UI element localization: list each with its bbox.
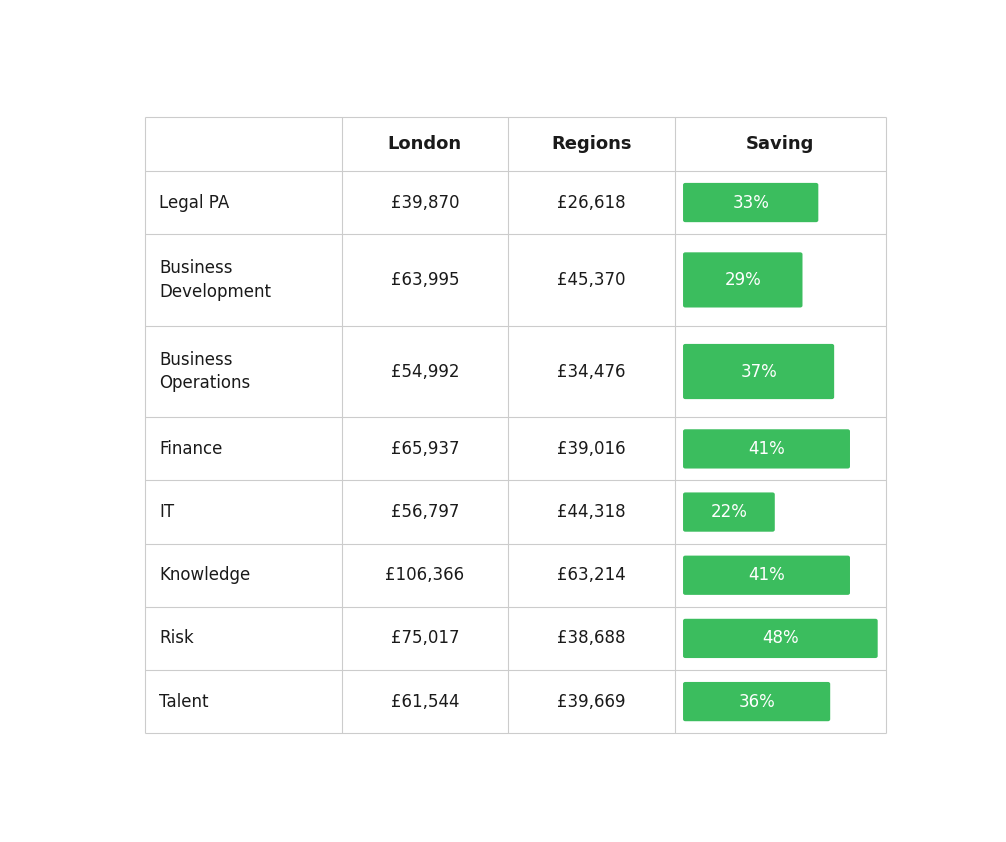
- FancyBboxPatch shape: [683, 253, 803, 307]
- Text: Business
Development: Business Development: [159, 259, 271, 301]
- Text: IT: IT: [159, 503, 174, 521]
- Text: 37%: 37%: [740, 363, 777, 381]
- FancyBboxPatch shape: [683, 682, 830, 722]
- Text: £75,017: £75,017: [390, 630, 459, 647]
- Text: £106,366: £106,366: [385, 566, 465, 584]
- Text: £65,937: £65,937: [390, 440, 459, 458]
- FancyBboxPatch shape: [683, 429, 850, 468]
- Text: £54,992: £54,992: [390, 363, 459, 381]
- Text: 41%: 41%: [748, 566, 785, 584]
- Text: 33%: 33%: [732, 194, 770, 211]
- Text: Regions: Regions: [551, 135, 632, 153]
- Text: £45,370: £45,370: [557, 271, 626, 289]
- Text: £39,669: £39,669: [557, 693, 626, 711]
- Text: 41%: 41%: [748, 440, 785, 458]
- Text: £63,214: £63,214: [557, 566, 626, 584]
- Text: 36%: 36%: [738, 693, 775, 711]
- Text: Talent: Talent: [159, 693, 208, 711]
- Text: £61,544: £61,544: [390, 693, 459, 711]
- Text: £63,995: £63,995: [390, 271, 459, 289]
- Text: Risk: Risk: [159, 630, 194, 647]
- Text: £39,870: £39,870: [390, 194, 459, 211]
- Text: £38,688: £38,688: [557, 630, 626, 647]
- Text: London: London: [387, 135, 462, 153]
- Text: £34,476: £34,476: [557, 363, 626, 381]
- Text: £44,318: £44,318: [557, 503, 626, 521]
- Text: 22%: 22%: [710, 503, 747, 521]
- FancyBboxPatch shape: [683, 619, 877, 658]
- Text: £26,618: £26,618: [557, 194, 626, 211]
- Text: Saving: Saving: [746, 135, 815, 153]
- FancyBboxPatch shape: [683, 556, 850, 595]
- FancyBboxPatch shape: [683, 493, 775, 531]
- FancyBboxPatch shape: [683, 344, 834, 399]
- Text: Business
Operations: Business Operations: [159, 351, 250, 392]
- Text: 48%: 48%: [763, 630, 799, 647]
- Text: Finance: Finance: [159, 440, 222, 458]
- Text: Legal PA: Legal PA: [159, 194, 229, 211]
- Text: 29%: 29%: [724, 271, 762, 289]
- FancyBboxPatch shape: [683, 183, 818, 222]
- Text: £39,016: £39,016: [557, 440, 626, 458]
- Text: £56,797: £56,797: [390, 503, 459, 521]
- Text: Knowledge: Knowledge: [159, 566, 250, 584]
